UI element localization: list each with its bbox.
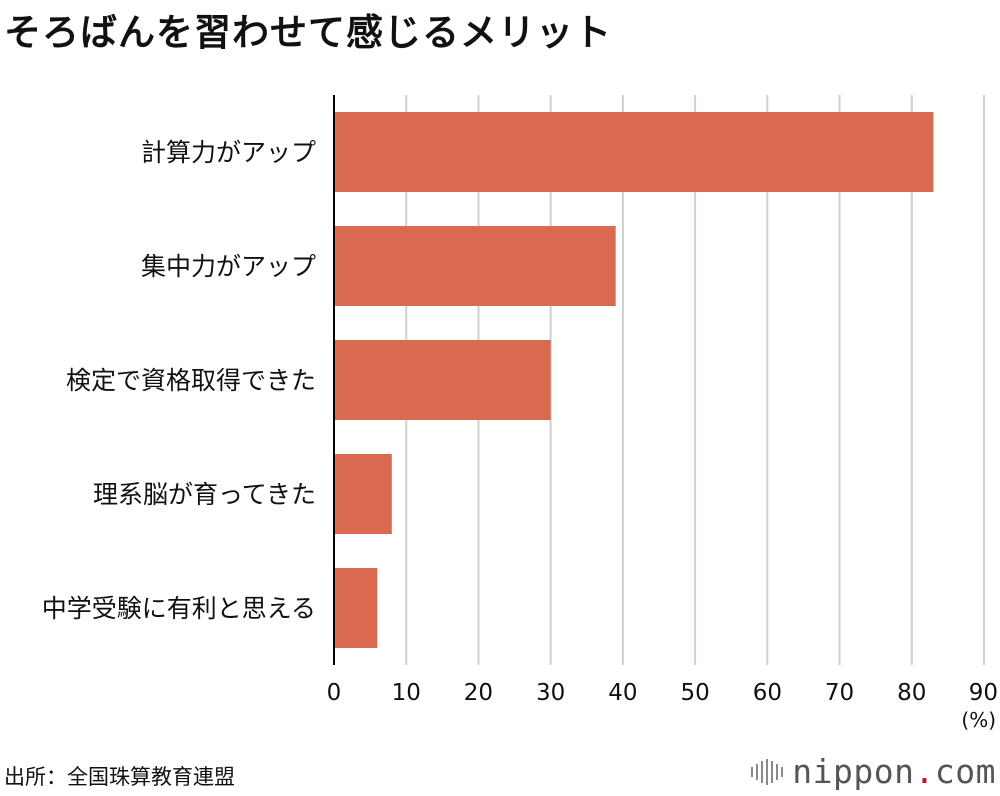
x-tick-label: 20 [464,680,493,706]
category-label: 集中力がアップ [141,252,316,281]
x-tick-label: 70 [825,680,854,706]
x-tick-label: 80 [897,680,926,706]
x-tick-label: 60 [753,680,782,706]
brand-tld: com [934,752,996,791]
x-tick-label: 30 [536,680,565,706]
x-tick-label: 0 [327,680,342,706]
category-label: 中学受験に有利と思える [42,594,316,623]
x-tick-label: 40 [608,680,637,706]
source-note: 出所：全国珠算教育連盟 [4,765,235,789]
brand-name: nippon [792,752,915,791]
category-label: 検定で資格取得できた [66,366,316,395]
brand-dot: . [914,752,935,791]
category-label: 理系脳が育ってきた [93,480,316,509]
chart-title: そろばんを習わせて感じるメリット [4,11,612,54]
bar [335,340,551,420]
category-label: 計算力がアップ [141,138,316,167]
x-tick-label: 50 [680,680,709,706]
bars [335,112,934,648]
x-tick-label: 10 [392,680,421,706]
bar [335,112,934,192]
logo-mark-icon [751,758,786,785]
bar [335,568,378,648]
x-axis-unit: (%) [961,708,996,732]
x-tick-label: 90 [969,680,998,706]
nippon-logo: nippon. com [751,752,996,791]
category-labels: 計算力がアップ集中力がアップ検定で資格取得できた理系脳が育ってきた中学受験に有利… [42,138,316,623]
x-tick-labels: 0 10 20 30 40 50 60 70 80 90 [327,680,998,706]
bar [335,226,616,306]
bar [335,454,392,534]
